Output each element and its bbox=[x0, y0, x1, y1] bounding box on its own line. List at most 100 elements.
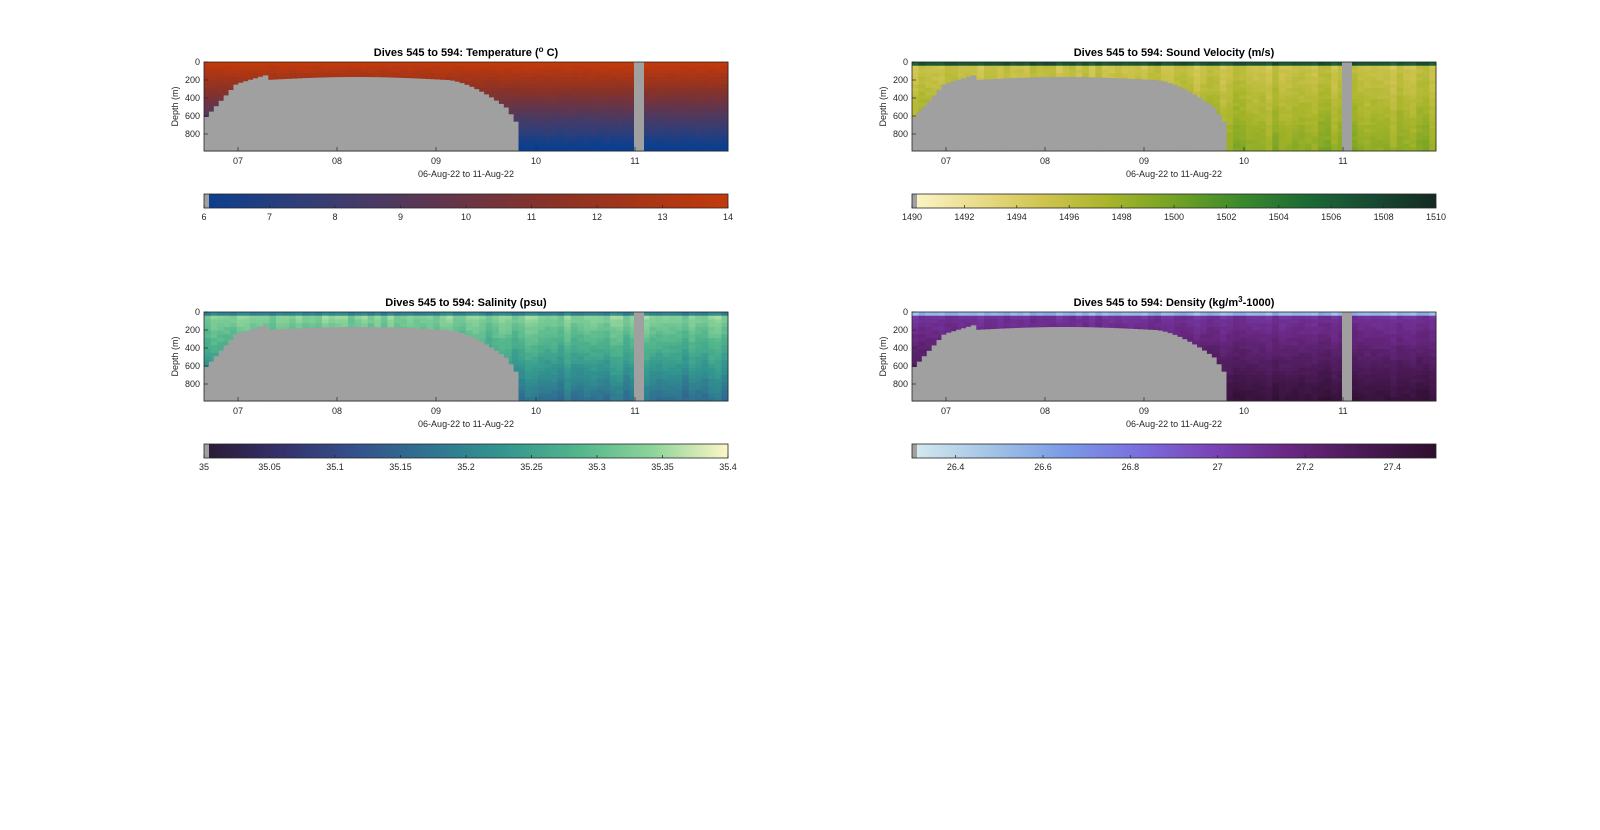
heatmap-cell bbox=[321, 65, 329, 70]
heatmap-cell bbox=[714, 87, 722, 93]
heatmap-cell bbox=[1265, 76, 1273, 82]
heatmap-cell bbox=[1350, 110, 1358, 115]
heatmap-cell bbox=[721, 139, 729, 145]
heatmap-cell bbox=[407, 319, 415, 324]
heatmap-cell bbox=[1318, 99, 1326, 104]
heatmap-cell bbox=[446, 319, 454, 324]
seafloor-step bbox=[311, 77, 318, 151]
heatmap-cell bbox=[1154, 62, 1162, 67]
heatmap-cell bbox=[524, 84, 532, 89]
heatmap-cell bbox=[1167, 69, 1175, 74]
heatmap-cell bbox=[380, 315, 388, 320]
seafloor-step bbox=[1132, 79, 1139, 151]
heatmap-cell bbox=[1324, 106, 1332, 111]
heatmap-cell bbox=[1370, 76, 1378, 82]
heatmap-cell bbox=[642, 143, 650, 148]
heatmap-cell bbox=[1422, 80, 1430, 85]
heatmap-cell bbox=[544, 121, 552, 126]
heatmap-cell bbox=[1285, 136, 1293, 141]
heatmap-cell bbox=[1226, 139, 1234, 145]
heatmap-cell bbox=[590, 143, 598, 148]
heatmap-cell bbox=[557, 69, 565, 74]
heatmap-cell bbox=[1416, 95, 1424, 100]
heatmap-cell bbox=[1305, 95, 1313, 100]
heatmap-cell bbox=[642, 95, 650, 100]
heatmap-cell bbox=[1291, 73, 1299, 78]
heatmap-cell bbox=[1056, 73, 1064, 78]
heatmap-cell bbox=[367, 62, 375, 67]
heatmap-cell bbox=[210, 330, 218, 335]
heatmap-cell bbox=[1272, 121, 1280, 126]
heatmap-cell bbox=[538, 80, 546, 85]
heatmap-cell bbox=[544, 102, 552, 107]
heatmap-cell bbox=[714, 80, 722, 85]
heatmap-cell bbox=[1363, 147, 1371, 152]
heatmap-cell bbox=[452, 62, 460, 67]
heatmap-cell bbox=[1239, 136, 1247, 141]
heatmap-cell bbox=[1226, 62, 1234, 67]
heatmap-cell bbox=[1278, 102, 1286, 107]
heatmap-cell bbox=[669, 99, 677, 104]
heatmap-cell bbox=[1311, 73, 1319, 78]
heatmap-cell bbox=[393, 62, 401, 67]
heatmap-cell bbox=[459, 69, 467, 74]
heatmap-cell bbox=[531, 102, 539, 107]
heatmap-cell bbox=[1213, 106, 1221, 111]
seafloor-step bbox=[375, 77, 382, 151]
colorbar-tick-label: 1500 bbox=[1164, 212, 1184, 222]
heatmap-cell bbox=[970, 69, 978, 74]
heatmap-cell bbox=[302, 319, 310, 324]
heatmap-cell bbox=[1318, 106, 1326, 111]
heatmap-cell bbox=[1390, 76, 1398, 82]
heatmap-cell bbox=[230, 319, 238, 324]
heatmap-cell bbox=[623, 143, 631, 148]
heatmap-cell bbox=[1422, 113, 1430, 119]
heatmap-cell bbox=[204, 91, 212, 96]
heatmap-cell bbox=[524, 121, 532, 126]
y-tick-label: 600 bbox=[185, 111, 200, 121]
seafloor-step bbox=[419, 78, 426, 151]
heatmap-cell bbox=[492, 73, 500, 78]
heatmap-cell bbox=[1311, 147, 1319, 152]
heatmap-cell bbox=[387, 69, 395, 74]
heatmap-cell bbox=[204, 106, 212, 111]
heatmap-cell bbox=[204, 337, 212, 343]
heatmap-cell bbox=[1311, 102, 1319, 107]
seafloor-step bbox=[223, 95, 230, 151]
heatmap-cell bbox=[721, 62, 729, 67]
heatmap-cell bbox=[655, 132, 663, 137]
heatmap-cell bbox=[276, 319, 284, 324]
seafloor-step bbox=[414, 78, 421, 151]
heatmap-cell bbox=[492, 69, 500, 74]
heatmap-cell bbox=[583, 102, 591, 107]
heatmap-cell bbox=[616, 102, 624, 107]
heatmap-cell bbox=[616, 139, 624, 145]
heatmap-cell bbox=[492, 62, 500, 67]
heatmap-cell bbox=[518, 87, 526, 93]
heatmap-cell bbox=[577, 143, 585, 148]
heatmap-cell bbox=[1213, 73, 1221, 78]
heatmap-cell bbox=[1429, 113, 1437, 119]
heatmap-cell bbox=[590, 80, 598, 85]
heatmap-cell bbox=[282, 62, 290, 67]
heatmap-cell bbox=[1075, 73, 1083, 78]
heatmap-cell bbox=[1409, 139, 1417, 145]
heatmap-cell bbox=[721, 99, 729, 104]
heatmap-cell bbox=[341, 312, 349, 317]
heatmap-cell bbox=[708, 110, 716, 115]
heatmap-cell bbox=[603, 106, 611, 111]
heatmap-cell bbox=[1200, 73, 1208, 78]
heatmap-cell bbox=[1390, 125, 1398, 130]
heatmap-cell bbox=[341, 69, 349, 74]
heatmap-cell bbox=[583, 132, 591, 137]
heatmap-cell bbox=[590, 113, 598, 119]
heatmap-cell bbox=[1311, 84, 1319, 89]
heatmap-cell bbox=[1377, 73, 1385, 78]
heatmap-cell bbox=[1429, 65, 1437, 70]
heatmap-cell bbox=[1324, 73, 1332, 78]
heatmap-cell bbox=[557, 132, 565, 137]
heatmap-cell bbox=[655, 84, 663, 89]
heatmap-cell bbox=[204, 345, 212, 350]
heatmap-cell bbox=[1010, 65, 1018, 70]
heatmap-cell bbox=[629, 102, 637, 107]
